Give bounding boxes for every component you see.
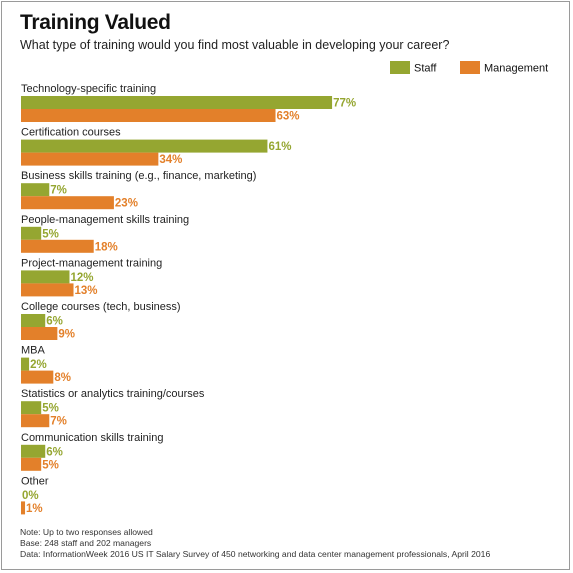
data-label-management: 8% — [54, 372, 71, 384]
category-label: Statistics or analytics training/courses — [21, 388, 205, 400]
bar-management — [21, 109, 276, 122]
legend-label-1: Management — [484, 63, 548, 75]
legend-swatch-1 — [460, 61, 480, 74]
category-label: College courses (tech, business) — [21, 301, 181, 313]
category-label: Communication skills training — [21, 432, 163, 444]
category-label: Project-management training — [21, 257, 162, 269]
bar-management — [21, 370, 54, 384]
note-line: Note: Up to two responses allowed — [20, 527, 153, 537]
data-label-management: 7% — [50, 416, 67, 428]
bar-management — [21, 196, 114, 210]
bar-management — [21, 414, 50, 428]
data-label-staff: 5% — [42, 228, 59, 240]
note-line: Base: 248 staff and 202 managers — [20, 538, 152, 548]
data-label-management: 1% — [26, 503, 43, 515]
legend-swatch-0 — [390, 61, 410, 74]
bar-staff — [21, 226, 42, 240]
bar-management — [21, 239, 94, 253]
data-label-staff: 5% — [42, 403, 59, 415]
data-label-staff: 6% — [46, 316, 63, 328]
bar-management — [21, 283, 74, 297]
data-label-staff: 6% — [46, 446, 63, 458]
bar-management — [21, 152, 159, 166]
data-label-staff: 61% — [268, 141, 291, 153]
data-label-management: 5% — [42, 459, 59, 471]
bar-staff — [21, 270, 70, 284]
bar-staff — [21, 401, 42, 415]
bar-staff — [21, 96, 333, 109]
bar-staff — [21, 444, 46, 458]
category-label: Technology-specific training — [21, 83, 156, 95]
data-label-staff: 7% — [50, 185, 67, 197]
data-label-management: 23% — [115, 198, 138, 210]
data-label-management: 34% — [159, 154, 182, 166]
category-label: People-management skills training — [21, 214, 189, 226]
chart-title: Training Valued — [20, 11, 171, 34]
category-label: Certification courses — [21, 127, 121, 139]
bar-management — [21, 501, 26, 515]
bar-staff — [21, 314, 46, 327]
category-label: Other — [21, 475, 49, 487]
legend-label-0: Staff — [414, 63, 437, 75]
data-label-management: 18% — [95, 241, 118, 253]
data-label-staff: 0% — [22, 490, 39, 502]
bar-staff — [21, 183, 50, 197]
data-label-management: 9% — [58, 329, 75, 341]
note-line: Data: InformationWeek 2016 US IT Salary … — [20, 549, 491, 559]
bar-staff — [21, 139, 268, 153]
data-label-staff: 77% — [333, 98, 356, 110]
bar-management — [21, 327, 58, 340]
category-label: MBA — [21, 345, 46, 357]
notes: Note: Up to two responses allowed Base: … — [20, 527, 490, 560]
category-label: Business skills training (e.g., finance,… — [21, 170, 256, 182]
data-label-management: 63% — [277, 111, 300, 123]
bar-staff — [21, 357, 30, 371]
data-label-staff: 12% — [70, 272, 93, 284]
data-label-management: 13% — [75, 285, 98, 297]
bar-management — [21, 457, 42, 471]
data-label-staff: 2% — [30, 359, 47, 371]
chart-subtitle: What type of training would you find mos… — [20, 38, 450, 52]
